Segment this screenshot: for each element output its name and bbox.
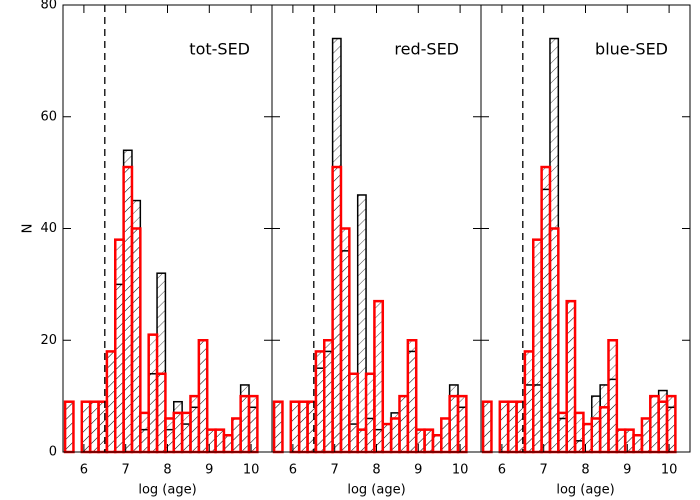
histogram-bar xyxy=(314,350,326,454)
histogram-bar xyxy=(448,394,460,454)
histogram-bar xyxy=(114,238,125,454)
y-tick-label: 60 xyxy=(40,109,57,124)
histogram-bar xyxy=(398,394,410,454)
histogram-bar xyxy=(573,411,585,454)
x-tick-label: 10 xyxy=(661,463,678,478)
histogram-bar xyxy=(164,417,176,454)
histogram-bar xyxy=(540,165,552,454)
histogram-bar xyxy=(406,339,418,454)
x-tick-label: 6 xyxy=(80,463,88,478)
histogram-bar xyxy=(590,417,602,454)
x-tick-label: 6 xyxy=(289,463,297,478)
histogram-bar xyxy=(649,394,660,454)
x-tick-label: 8 xyxy=(163,463,171,478)
histogram-bar xyxy=(197,339,209,454)
histogram-bar xyxy=(222,433,234,454)
histogram-bar xyxy=(423,428,435,454)
annotation: blue-SED xyxy=(595,40,668,59)
histogram-bar xyxy=(582,422,594,454)
histogram-bar xyxy=(272,400,284,454)
histogram-bar xyxy=(214,428,226,454)
histogram-bar xyxy=(481,400,493,454)
histogram-bar xyxy=(122,165,134,454)
histogram-bar xyxy=(632,433,644,454)
histogram-bar xyxy=(80,400,92,454)
histogram-bar xyxy=(172,411,184,454)
histogram-bar xyxy=(205,428,217,454)
histogram-bar xyxy=(548,227,560,454)
histogram-bar xyxy=(180,411,192,454)
y-tick-label: 80 xyxy=(40,0,57,13)
histogram-bar xyxy=(356,194,367,453)
histogram-bar xyxy=(440,417,451,454)
histogram-bar xyxy=(623,428,635,454)
x-tick-label: 10 xyxy=(452,463,469,478)
histogram-bar xyxy=(523,350,535,454)
y-tick-label: 20 xyxy=(40,333,57,348)
histogram-bar xyxy=(665,394,677,454)
x-tick-label: 9 xyxy=(205,463,213,478)
histogram-bar xyxy=(189,394,201,454)
histogram-bar xyxy=(130,227,142,454)
histogram-bar xyxy=(565,299,577,454)
x-tick-label: 6 xyxy=(498,463,506,478)
y-tick-label: 40 xyxy=(40,221,57,236)
histogram-bar xyxy=(389,417,401,454)
x-axis-label: log (age) xyxy=(556,483,614,498)
axes-frame xyxy=(480,4,691,453)
x-tick-label: 7 xyxy=(122,463,130,478)
histogram-bar xyxy=(364,372,376,454)
histogram-bar xyxy=(456,394,468,454)
histogram-bar xyxy=(231,417,242,454)
histogram-bar xyxy=(105,350,117,454)
x-tick-label: 9 xyxy=(414,463,422,478)
histogram-bar xyxy=(88,400,100,454)
y-axis-label: N xyxy=(21,224,36,234)
x-tick-label: 8 xyxy=(372,463,380,478)
histogram-bar xyxy=(431,433,443,454)
x-axis-label: log (age) xyxy=(138,483,196,498)
histogram-bar xyxy=(348,372,359,454)
histogram-bar xyxy=(532,238,543,454)
histogram-bar xyxy=(239,394,251,454)
histogram-bar xyxy=(147,333,159,454)
histogram-bar xyxy=(155,372,167,454)
histogram-bar xyxy=(247,394,259,454)
x-tick-label: 7 xyxy=(540,463,548,478)
histogram-bar xyxy=(381,422,393,454)
histogram-bar xyxy=(306,400,318,454)
histogram-bar xyxy=(331,165,343,454)
histogram-bar xyxy=(97,400,109,454)
histogram-bar xyxy=(139,411,150,454)
x-tick-label: 8 xyxy=(581,463,589,478)
x-tick-label: 9 xyxy=(623,463,631,478)
y-tick-label: 0 xyxy=(49,445,57,460)
histogram-bar xyxy=(339,227,351,454)
histogram-bar xyxy=(414,428,426,454)
x-tick-label: 10 xyxy=(243,463,260,478)
histogram-bar xyxy=(506,400,518,454)
histogram-bar xyxy=(323,339,334,454)
histogram-bar xyxy=(498,400,510,454)
annotation: tot-SED xyxy=(189,40,250,59)
histogram-bar xyxy=(373,299,385,454)
histogram-bar xyxy=(615,428,627,454)
histogram-bar xyxy=(640,417,652,454)
histogram-bar xyxy=(63,400,75,454)
histogram-bar xyxy=(297,400,309,454)
histogram-bar xyxy=(607,339,619,454)
histogram-bar xyxy=(657,400,669,454)
histogram-bar xyxy=(557,411,568,454)
x-axis-label: log (age) xyxy=(347,483,405,498)
histogram-bar xyxy=(289,400,301,454)
annotation: red-SED xyxy=(394,40,459,59)
histogram-bar xyxy=(515,400,527,454)
histogram-bar xyxy=(356,428,368,454)
histogram-bar xyxy=(598,406,610,454)
x-tick-label: 7 xyxy=(331,463,339,478)
